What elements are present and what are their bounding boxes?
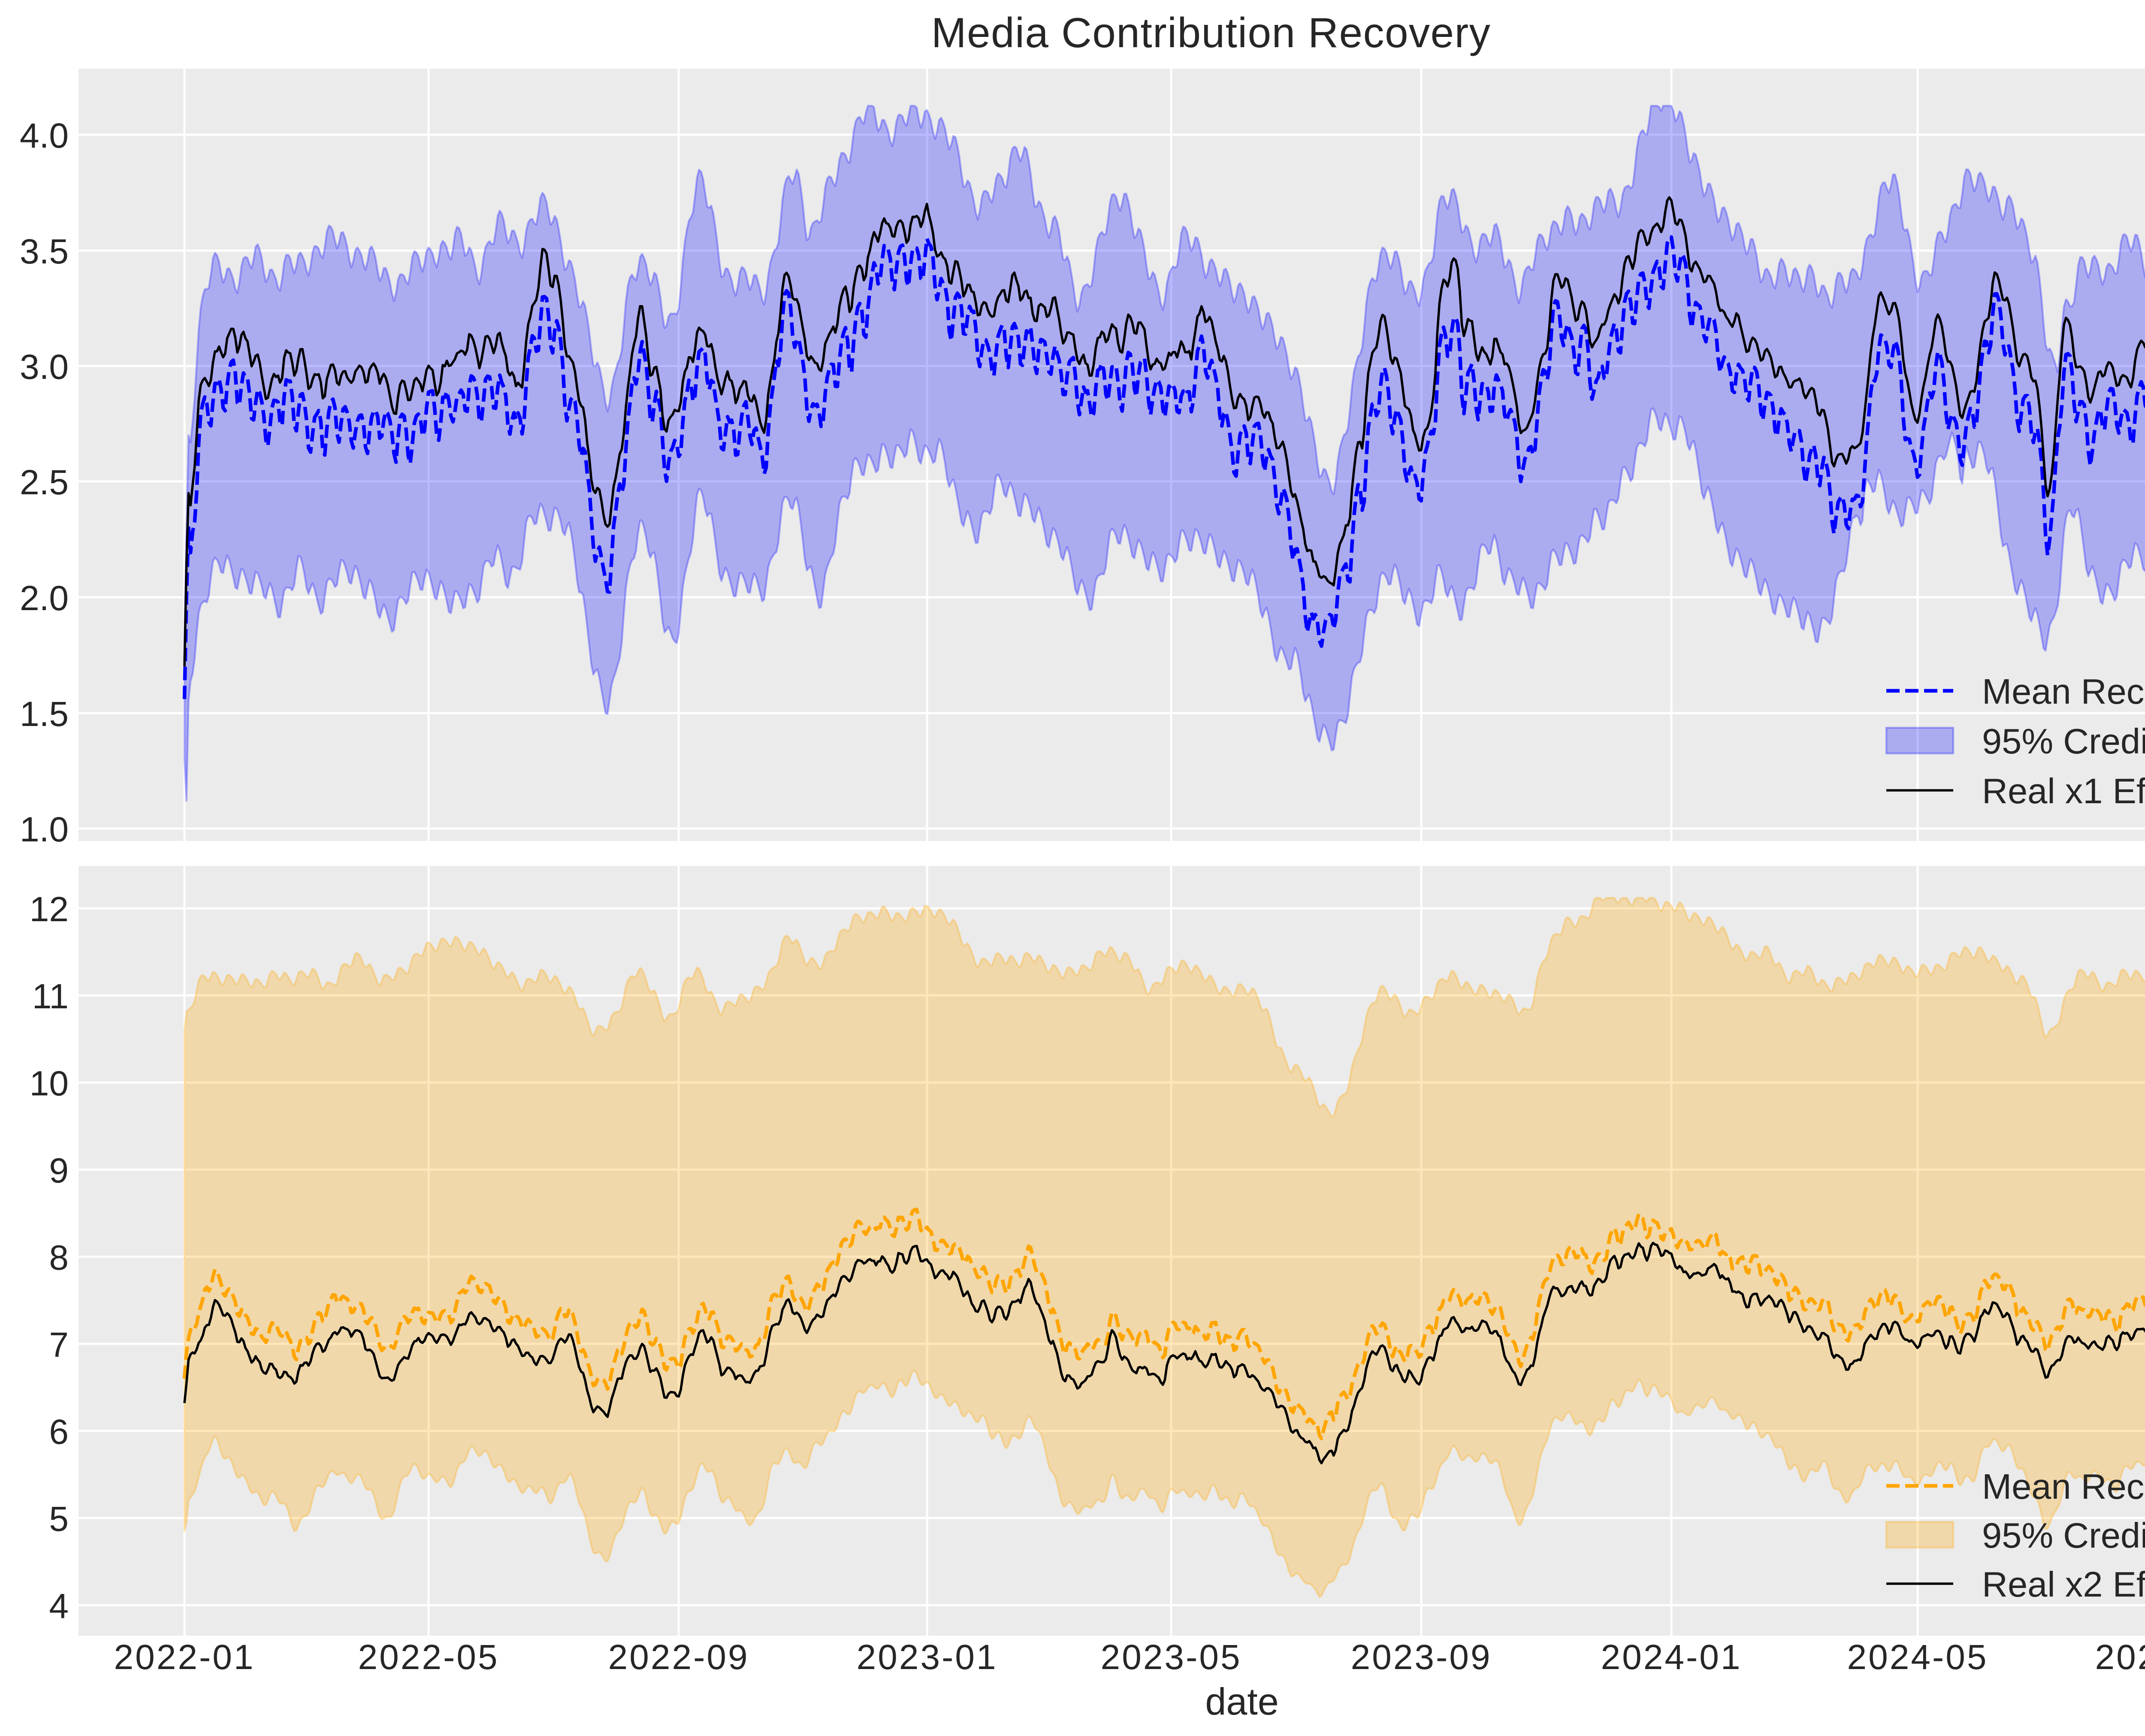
svg-text:4.0: 4.0 [20,116,69,155]
svg-text:2022-09: 2022-09 [608,1638,749,1677]
svg-text:95% Credible Interval: 95% Credible Interval [1982,721,2145,761]
svg-text:Real x2 Effect: Real x2 Effect [1982,1564,2145,1604]
svg-text:3.0: 3.0 [20,348,69,387]
svg-text:2.5: 2.5 [20,463,69,502]
svg-text:9: 9 [49,1151,69,1190]
svg-text:7: 7 [49,1325,69,1364]
svg-text:1.5: 1.5 [20,695,69,734]
svg-text:2024-01: 2024-01 [1601,1638,1742,1677]
svg-text:4: 4 [49,1587,69,1626]
svg-text:2023-01: 2023-01 [857,1638,998,1677]
svg-text:1.0: 1.0 [20,810,69,849]
svg-text:2023-09: 2023-09 [1351,1638,1492,1677]
svg-text:Mean Recover x2 Effect: Mean Recover x2 Effect [1982,1467,2145,1506]
svg-text:2024-09: 2024-09 [2095,1638,2145,1677]
svg-text:Mean Recover x1 Effect: Mean Recover x1 Effect [1982,671,2145,711]
svg-text:12: 12 [30,890,69,929]
svg-text:Media Contribution Recovery: Media Contribution Recovery [931,9,1491,56]
svg-text:2022-05: 2022-05 [358,1638,499,1677]
svg-text:Real x1 Effect: Real x1 Effect [1982,771,2145,811]
svg-text:10: 10 [30,1064,69,1103]
svg-text:2022-01: 2022-01 [114,1638,255,1677]
svg-text:2024-05: 2024-05 [1847,1638,1988,1677]
svg-text:6: 6 [49,1412,69,1452]
svg-text:11: 11 [32,977,69,1016]
svg-text:2.0: 2.0 [20,579,69,618]
svg-text:date: date [1205,1680,1278,1723]
svg-text:2023-05: 2023-05 [1101,1638,1242,1677]
svg-text:8: 8 [49,1238,69,1277]
svg-text:5: 5 [49,1500,69,1539]
svg-text:3.5: 3.5 [20,232,69,271]
svg-text:95% Credible Interval: 95% Credible Interval [1982,1515,2145,1555]
